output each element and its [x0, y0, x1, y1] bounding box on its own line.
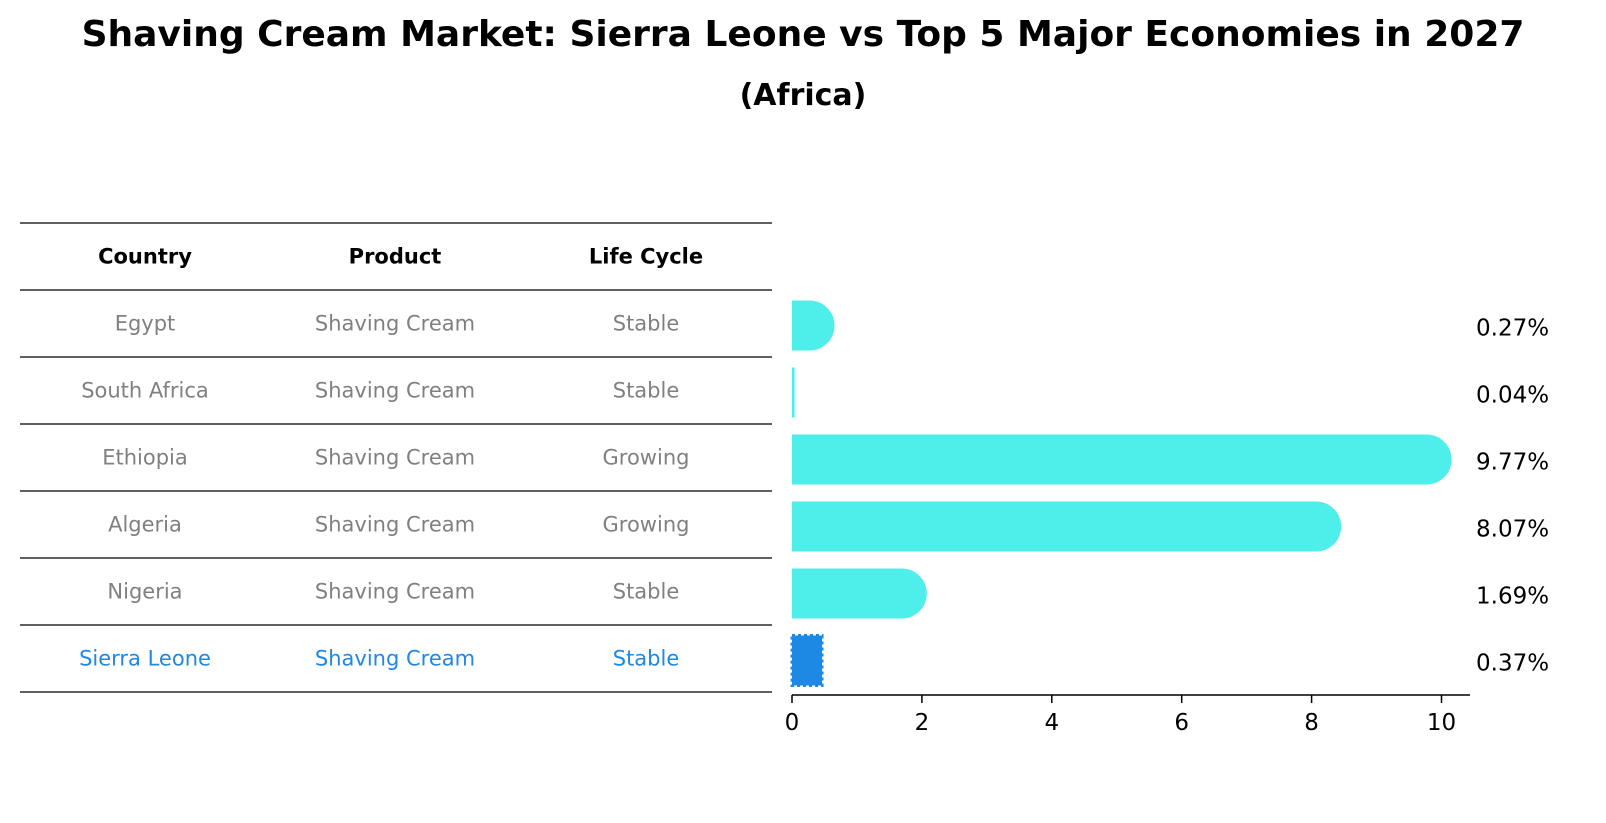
chart-subtitle: (Africa): [739, 78, 867, 113]
table-cell: Shaving Cream: [315, 312, 475, 336]
data-label: 9.77%: [1476, 450, 1549, 476]
table-header-cell: Product: [349, 245, 442, 269]
x-tick-label: 10: [1427, 710, 1456, 736]
bar-south-africa: [792, 367, 795, 418]
data-label: 0.27%: [1476, 316, 1549, 342]
table-cell: Nigeria: [107, 580, 182, 604]
data-label: 8.07%: [1476, 517, 1549, 543]
bar-egypt: [792, 300, 835, 351]
x-tick-label: 4: [1044, 710, 1059, 736]
table-cell: Stable: [613, 312, 680, 336]
table-cell: South Africa: [81, 379, 209, 403]
table-cell: Stable: [613, 580, 680, 604]
data-label: 0.04%: [1476, 383, 1549, 409]
data-table: Country Product Life Cycle Egypt Shaving Cre…: [20, 222, 772, 693]
x-tick-label: 2: [915, 710, 930, 736]
bar-nigeria: [792, 568, 927, 619]
x-tick-label: 8: [1304, 710, 1319, 736]
bar-chart: 0.27% 0.04% 9.77% 8.07% 1.69% 0.37%: [790, 300, 1549, 687]
data-label: 1.69%: [1476, 584, 1549, 610]
table-cell: Stable: [613, 379, 680, 403]
table-cell: Shaving Cream: [315, 446, 475, 470]
bar-ethiopia: [792, 434, 1452, 485]
table-cell: Growing: [603, 446, 690, 470]
table-cell: Ethiopia: [102, 446, 188, 470]
table-header-cell: Country: [98, 245, 192, 269]
table-header-cell: Life Cycle: [589, 245, 703, 269]
table-cell: Shaving Cream: [315, 379, 475, 403]
bar-algeria: [792, 501, 1342, 552]
x-tick-label: 0: [785, 710, 800, 736]
table-cell: Sierra Leone: [79, 647, 211, 671]
chart-title: Shaving Cream Market: Sierra Leone vs To…: [81, 14, 1525, 55]
table-cell: Algeria: [108, 513, 182, 537]
table-cell: Egypt: [115, 312, 176, 336]
data-label: 0.37%: [1476, 651, 1549, 677]
table-cell: Shaving Cream: [315, 580, 475, 604]
table-cell: Stable: [613, 647, 680, 671]
table-cell: Shaving Cream: [315, 647, 475, 671]
x-tick-label: 6: [1174, 710, 1189, 736]
table-cell: Shaving Cream: [315, 513, 475, 537]
bar-sierra-leone: [790, 634, 824, 687]
table-cell: Growing: [603, 513, 690, 537]
x-axis: 0 2 4 6 8 10: [785, 694, 1470, 736]
